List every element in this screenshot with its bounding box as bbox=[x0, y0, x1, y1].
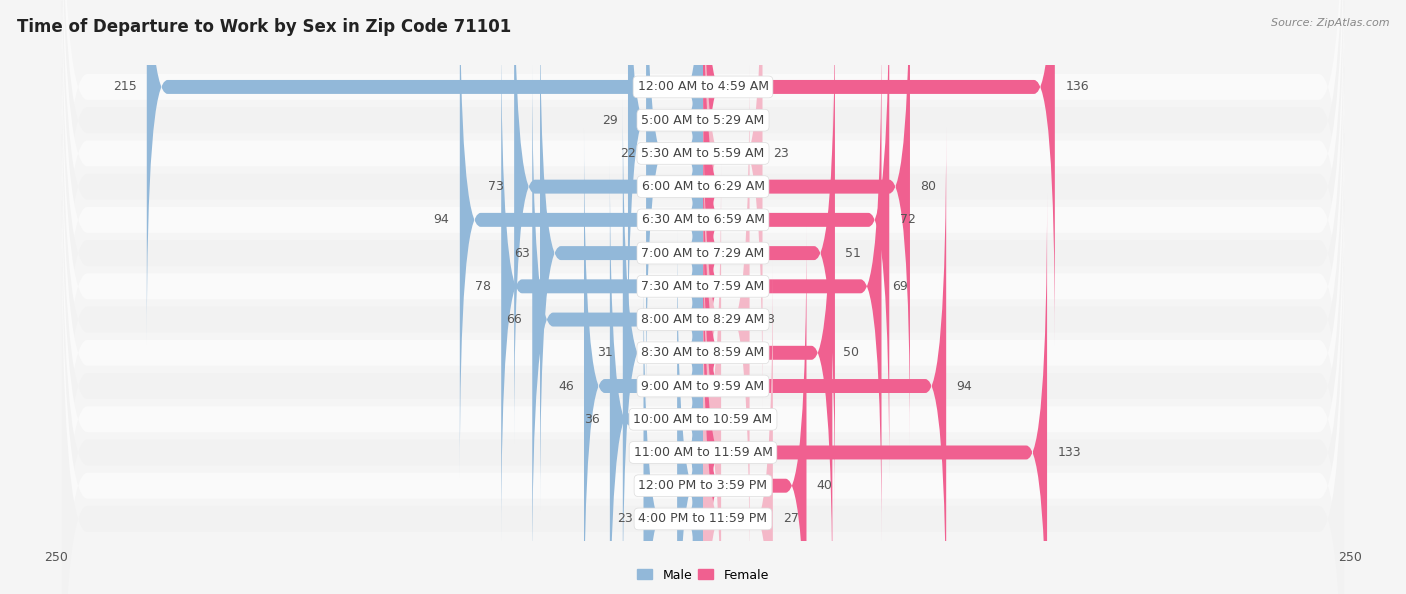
Text: 80: 80 bbox=[921, 180, 936, 193]
Text: 29: 29 bbox=[602, 113, 617, 127]
Text: 12:00 PM to 3:59 PM: 12:00 PM to 3:59 PM bbox=[638, 479, 768, 492]
FancyBboxPatch shape bbox=[703, 27, 882, 545]
Text: 136: 136 bbox=[1066, 80, 1088, 93]
FancyBboxPatch shape bbox=[62, 0, 1344, 506]
FancyBboxPatch shape bbox=[501, 27, 703, 545]
FancyBboxPatch shape bbox=[703, 0, 910, 446]
Text: 215: 215 bbox=[112, 80, 136, 93]
FancyBboxPatch shape bbox=[703, 194, 1047, 594]
FancyBboxPatch shape bbox=[62, 0, 1344, 594]
FancyBboxPatch shape bbox=[610, 160, 703, 594]
Text: 72: 72 bbox=[900, 213, 915, 226]
FancyBboxPatch shape bbox=[62, 0, 1344, 406]
FancyBboxPatch shape bbox=[678, 227, 703, 594]
Text: 46: 46 bbox=[558, 380, 574, 393]
Text: 31: 31 bbox=[596, 346, 613, 359]
FancyBboxPatch shape bbox=[62, 133, 1344, 594]
FancyBboxPatch shape bbox=[62, 0, 1344, 473]
Text: 94: 94 bbox=[433, 213, 450, 226]
Text: 8:00 AM to 8:29 AM: 8:00 AM to 8:29 AM bbox=[641, 313, 765, 326]
Text: 7:30 AM to 7:59 AM: 7:30 AM to 7:59 AM bbox=[641, 280, 765, 293]
FancyBboxPatch shape bbox=[62, 100, 1344, 594]
FancyBboxPatch shape bbox=[628, 0, 703, 379]
Text: 9:00 AM to 9:59 AM: 9:00 AM to 9:59 AM bbox=[641, 380, 765, 393]
FancyBboxPatch shape bbox=[700, 160, 724, 594]
Text: 18: 18 bbox=[759, 313, 776, 326]
FancyBboxPatch shape bbox=[703, 127, 946, 594]
FancyBboxPatch shape bbox=[703, 260, 773, 594]
FancyBboxPatch shape bbox=[460, 0, 703, 479]
Text: 63: 63 bbox=[515, 247, 530, 260]
Text: 8:30 AM to 8:59 AM: 8:30 AM to 8:59 AM bbox=[641, 346, 765, 359]
FancyBboxPatch shape bbox=[703, 0, 835, 512]
Text: 7: 7 bbox=[731, 413, 740, 426]
Text: 4: 4 bbox=[675, 446, 682, 459]
Text: 23: 23 bbox=[773, 147, 789, 160]
FancyBboxPatch shape bbox=[703, 61, 749, 579]
Legend: Male, Female: Male, Female bbox=[633, 564, 773, 586]
Text: 11:00 AM to 11:59 AM: 11:00 AM to 11:59 AM bbox=[634, 446, 772, 459]
FancyBboxPatch shape bbox=[647, 0, 703, 412]
FancyBboxPatch shape bbox=[62, 200, 1344, 594]
FancyBboxPatch shape bbox=[62, 0, 1344, 594]
Text: 7:00 AM to 7:29 AM: 7:00 AM to 7:29 AM bbox=[641, 247, 765, 260]
Text: Source: ZipAtlas.com: Source: ZipAtlas.com bbox=[1271, 18, 1389, 28]
FancyBboxPatch shape bbox=[703, 0, 762, 412]
Text: 36: 36 bbox=[583, 413, 599, 426]
Text: 50: 50 bbox=[842, 346, 859, 359]
Text: 6:00 AM to 6:29 AM: 6:00 AM to 6:29 AM bbox=[641, 180, 765, 193]
FancyBboxPatch shape bbox=[644, 260, 703, 594]
FancyBboxPatch shape bbox=[540, 0, 703, 512]
Text: 66: 66 bbox=[506, 313, 522, 326]
Text: 51: 51 bbox=[845, 247, 860, 260]
FancyBboxPatch shape bbox=[62, 166, 1344, 594]
FancyBboxPatch shape bbox=[682, 194, 713, 594]
FancyBboxPatch shape bbox=[703, 0, 889, 479]
FancyBboxPatch shape bbox=[703, 227, 807, 594]
FancyBboxPatch shape bbox=[515, 0, 703, 446]
FancyBboxPatch shape bbox=[62, 67, 1344, 594]
Text: 22: 22 bbox=[620, 147, 636, 160]
FancyBboxPatch shape bbox=[62, 0, 1344, 573]
Text: 4:00 PM to 11:59 PM: 4:00 PM to 11:59 PM bbox=[638, 513, 768, 526]
Text: 78: 78 bbox=[475, 280, 491, 293]
Text: 40: 40 bbox=[817, 479, 832, 492]
FancyBboxPatch shape bbox=[62, 0, 1344, 539]
FancyBboxPatch shape bbox=[533, 61, 703, 579]
FancyBboxPatch shape bbox=[623, 94, 703, 594]
Text: 10:00 AM to 10:59 AM: 10:00 AM to 10:59 AM bbox=[634, 413, 772, 426]
Text: 69: 69 bbox=[891, 280, 908, 293]
FancyBboxPatch shape bbox=[703, 94, 832, 594]
FancyBboxPatch shape bbox=[146, 0, 703, 346]
Text: 133: 133 bbox=[1057, 446, 1081, 459]
Text: 12:00 AM to 4:59 AM: 12:00 AM to 4:59 AM bbox=[637, 80, 769, 93]
FancyBboxPatch shape bbox=[583, 127, 703, 594]
FancyBboxPatch shape bbox=[703, 0, 1054, 346]
FancyBboxPatch shape bbox=[62, 0, 1344, 440]
Text: 5:30 AM to 5:59 AM: 5:30 AM to 5:59 AM bbox=[641, 147, 765, 160]
Text: 73: 73 bbox=[488, 180, 503, 193]
Text: 27: 27 bbox=[783, 513, 799, 526]
Text: 6:30 AM to 6:59 AM: 6:30 AM to 6:59 AM bbox=[641, 213, 765, 226]
Text: 23: 23 bbox=[617, 513, 633, 526]
FancyBboxPatch shape bbox=[62, 33, 1344, 594]
Text: 94: 94 bbox=[956, 380, 973, 393]
Text: 5:00 AM to 5:29 AM: 5:00 AM to 5:29 AM bbox=[641, 113, 765, 127]
Text: 10: 10 bbox=[651, 479, 666, 492]
Text: Time of Departure to Work by Sex in Zip Code 71101: Time of Departure to Work by Sex in Zip … bbox=[17, 18, 512, 36]
Text: 0: 0 bbox=[713, 113, 721, 127]
